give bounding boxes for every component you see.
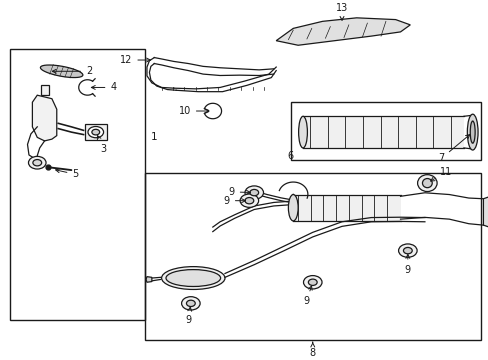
Circle shape bbox=[88, 126, 103, 138]
Text: 2: 2 bbox=[52, 66, 92, 76]
Bar bbox=[10, 49, 144, 320]
Circle shape bbox=[244, 186, 263, 199]
Text: 8: 8 bbox=[309, 342, 315, 358]
Ellipse shape bbox=[165, 270, 220, 287]
Circle shape bbox=[33, 159, 41, 166]
Text: 12: 12 bbox=[120, 55, 150, 65]
Ellipse shape bbox=[161, 267, 224, 289]
Ellipse shape bbox=[417, 175, 436, 192]
Polygon shape bbox=[293, 194, 400, 221]
Ellipse shape bbox=[288, 194, 298, 221]
Polygon shape bbox=[146, 276, 152, 282]
Circle shape bbox=[244, 198, 253, 204]
Bar bbox=[144, 172, 480, 339]
Text: 13: 13 bbox=[335, 3, 347, 20]
Polygon shape bbox=[483, 194, 488, 229]
Text: 9: 9 bbox=[185, 307, 191, 325]
Ellipse shape bbox=[422, 179, 431, 188]
Polygon shape bbox=[41, 65, 82, 77]
Polygon shape bbox=[41, 85, 49, 95]
Bar bbox=[290, 102, 480, 160]
Text: 9: 9 bbox=[404, 255, 410, 275]
Text: 7: 7 bbox=[437, 135, 469, 163]
Text: 9: 9 bbox=[228, 187, 250, 197]
Polygon shape bbox=[303, 116, 463, 148]
Bar bbox=[84, 124, 106, 140]
Polygon shape bbox=[32, 95, 57, 141]
Text: 10: 10 bbox=[178, 106, 208, 116]
Circle shape bbox=[308, 279, 317, 285]
Text: 5: 5 bbox=[56, 169, 79, 179]
Ellipse shape bbox=[298, 116, 307, 148]
Circle shape bbox=[240, 194, 258, 207]
Ellipse shape bbox=[469, 121, 474, 143]
Text: 6: 6 bbox=[286, 151, 293, 161]
Text: 3: 3 bbox=[97, 136, 106, 154]
Text: 4: 4 bbox=[91, 82, 116, 93]
Circle shape bbox=[186, 300, 195, 306]
Circle shape bbox=[303, 276, 322, 289]
Circle shape bbox=[403, 247, 411, 254]
Circle shape bbox=[28, 156, 46, 169]
Text: 1: 1 bbox=[151, 132, 157, 143]
Text: 9: 9 bbox=[303, 286, 311, 306]
Polygon shape bbox=[276, 18, 409, 45]
Circle shape bbox=[249, 189, 258, 196]
Circle shape bbox=[92, 129, 100, 135]
Circle shape bbox=[181, 297, 200, 310]
Text: 9: 9 bbox=[224, 196, 245, 206]
Circle shape bbox=[398, 244, 416, 257]
Ellipse shape bbox=[467, 114, 477, 150]
Text: 11: 11 bbox=[430, 167, 451, 181]
